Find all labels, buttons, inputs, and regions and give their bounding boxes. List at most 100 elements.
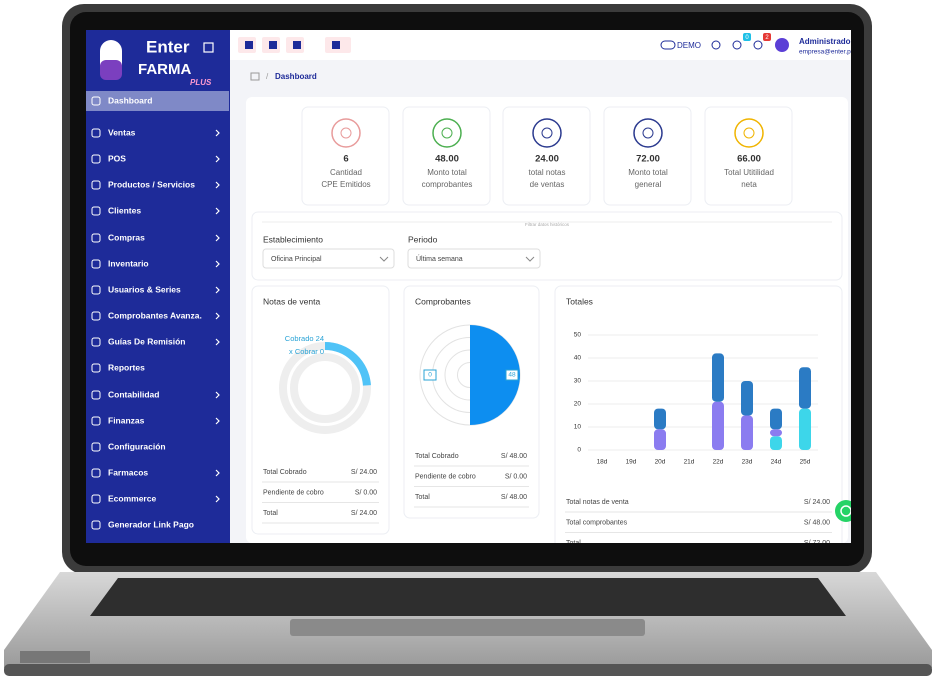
menu-arrow bbox=[215, 207, 220, 215]
bar-segment bbox=[770, 408, 782, 430]
panel-title: Totales bbox=[566, 296, 593, 306]
stat-label: de ventas bbox=[530, 180, 565, 189]
y-tick-label: 40 bbox=[574, 355, 582, 362]
x-tick-label: 21d bbox=[684, 459, 695, 466]
menu-item[interactable]: POS bbox=[108, 153, 126, 163]
x-tick-label: 18d bbox=[597, 459, 608, 466]
apps-icon bbox=[203, 42, 214, 53]
stat-label: CPE Emitidos bbox=[321, 180, 370, 189]
menu-item[interactable]: Dashboard bbox=[108, 95, 152, 105]
stat-label: neta bbox=[741, 180, 757, 189]
menu-item[interactable]: Compras bbox=[108, 232, 145, 242]
menu-icon bbox=[91, 154, 101, 164]
menu-item[interactable]: Farmacos bbox=[108, 467, 148, 477]
menu-arrow bbox=[215, 286, 220, 294]
logo-text: PLUS bbox=[190, 78, 212, 87]
stat-icon-inner bbox=[642, 127, 654, 139]
select[interactable] bbox=[407, 248, 541, 269]
menu-icon bbox=[91, 128, 101, 138]
bar-segment bbox=[770, 436, 782, 450]
bar-segment bbox=[770, 429, 782, 437]
menu-arrow bbox=[215, 260, 220, 268]
summary-label: Total Cobrado bbox=[415, 453, 459, 460]
menu-arrow bbox=[215, 495, 220, 503]
toolbar-icon bbox=[332, 41, 340, 49]
bar-segment bbox=[741, 415, 753, 450]
menu-item[interactable]: Finanzas bbox=[108, 415, 145, 425]
x-tick-label: 23d bbox=[742, 459, 753, 466]
select-value: Oficina Principal bbox=[271, 256, 322, 263]
stat-value: 24.00 bbox=[535, 154, 559, 165]
badge-count: 2 bbox=[765, 35, 769, 41]
y-tick-label: 20 bbox=[574, 401, 582, 408]
menu-arrow bbox=[215, 338, 220, 346]
stat-label: general bbox=[635, 180, 662, 189]
user-name: Administrador bbox=[799, 37, 854, 46]
menu-icon bbox=[91, 285, 101, 295]
menu-icon bbox=[91, 96, 101, 106]
summary-label: Total comprobantes bbox=[566, 519, 628, 526]
bar-segment bbox=[712, 353, 724, 402]
menu-item[interactable]: Inventario bbox=[108, 258, 149, 268]
menu-icon bbox=[91, 259, 101, 269]
menu-icon bbox=[91, 494, 101, 504]
summary-label: Total Cobrado bbox=[263, 469, 307, 476]
summary-value: S/ 72.00 bbox=[804, 540, 830, 547]
topbar bbox=[230, 30, 851, 60]
menu-icon bbox=[91, 311, 101, 321]
menu-icon bbox=[91, 180, 101, 190]
stat-label: total notas bbox=[529, 168, 566, 177]
user-email: empresa@enter.pe bbox=[799, 49, 855, 56]
menu-arrow bbox=[215, 155, 220, 163]
menu-arrow bbox=[215, 391, 220, 399]
menu-item[interactable]: Clientes bbox=[108, 205, 141, 215]
menu-item[interactable]: Reportes bbox=[108, 362, 145, 372]
menu-item[interactable]: Ecommerce bbox=[108, 493, 156, 503]
menu-arrow bbox=[215, 469, 220, 477]
menu-item[interactable]: Generador Link Pago bbox=[108, 519, 194, 529]
stat-icon-inner bbox=[441, 127, 453, 139]
bar-segment bbox=[799, 367, 811, 409]
menu-item[interactable]: Productos / Servicios bbox=[108, 179, 195, 189]
select[interactable] bbox=[262, 248, 395, 269]
x-tick-label: 25d bbox=[800, 459, 811, 466]
bar-segment bbox=[654, 429, 666, 450]
summary-value: S/ 48.00 bbox=[804, 519, 830, 526]
menu-icon bbox=[91, 468, 101, 478]
menu-item[interactable]: Contabilidad bbox=[108, 389, 159, 399]
stat-card bbox=[704, 106, 793, 206]
avatar bbox=[775, 38, 789, 52]
menu-item[interactable]: Comprobantes Avanza. bbox=[108, 310, 202, 320]
stat-icon bbox=[734, 118, 764, 148]
radial-bar bbox=[324, 342, 371, 386]
stat-icon-inner bbox=[541, 127, 553, 139]
menu-icon bbox=[91, 363, 101, 373]
menu-item[interactable]: Guías De Remisión bbox=[108, 336, 185, 346]
stat-value: 72.00 bbox=[636, 154, 660, 165]
stat-card bbox=[402, 106, 491, 206]
panel bbox=[554, 285, 843, 543]
stat-card bbox=[603, 106, 692, 206]
logo-text: Enter bbox=[146, 37, 190, 56]
icon bbox=[753, 40, 763, 50]
chevron bbox=[525, 256, 535, 262]
menu-icon bbox=[91, 520, 101, 530]
radial-label: Cobrado 24 bbox=[285, 334, 324, 343]
summary-value: S/ 24.00 bbox=[804, 499, 830, 506]
radial-label: x Cobrar 0 bbox=[289, 347, 324, 356]
logo-text: FARMA bbox=[138, 61, 191, 78]
menu-item[interactable]: Ventas bbox=[108, 127, 136, 137]
y-tick-label: 30 bbox=[574, 378, 582, 385]
value-label: 0 bbox=[428, 372, 432, 379]
summary-label: Total bbox=[263, 510, 278, 517]
menu-item[interactable]: Configuración bbox=[108, 441, 166, 451]
panel-title: Comprobantes bbox=[415, 296, 471, 306]
badge-count: 0 bbox=[745, 35, 749, 41]
bar-segment bbox=[799, 408, 811, 450]
menu-item[interactable]: Usuarios & Series bbox=[108, 284, 181, 294]
summary-value: S/ 48.00 bbox=[501, 453, 527, 460]
stat-label: comprobantes bbox=[422, 180, 473, 189]
menu-icon bbox=[91, 337, 101, 347]
